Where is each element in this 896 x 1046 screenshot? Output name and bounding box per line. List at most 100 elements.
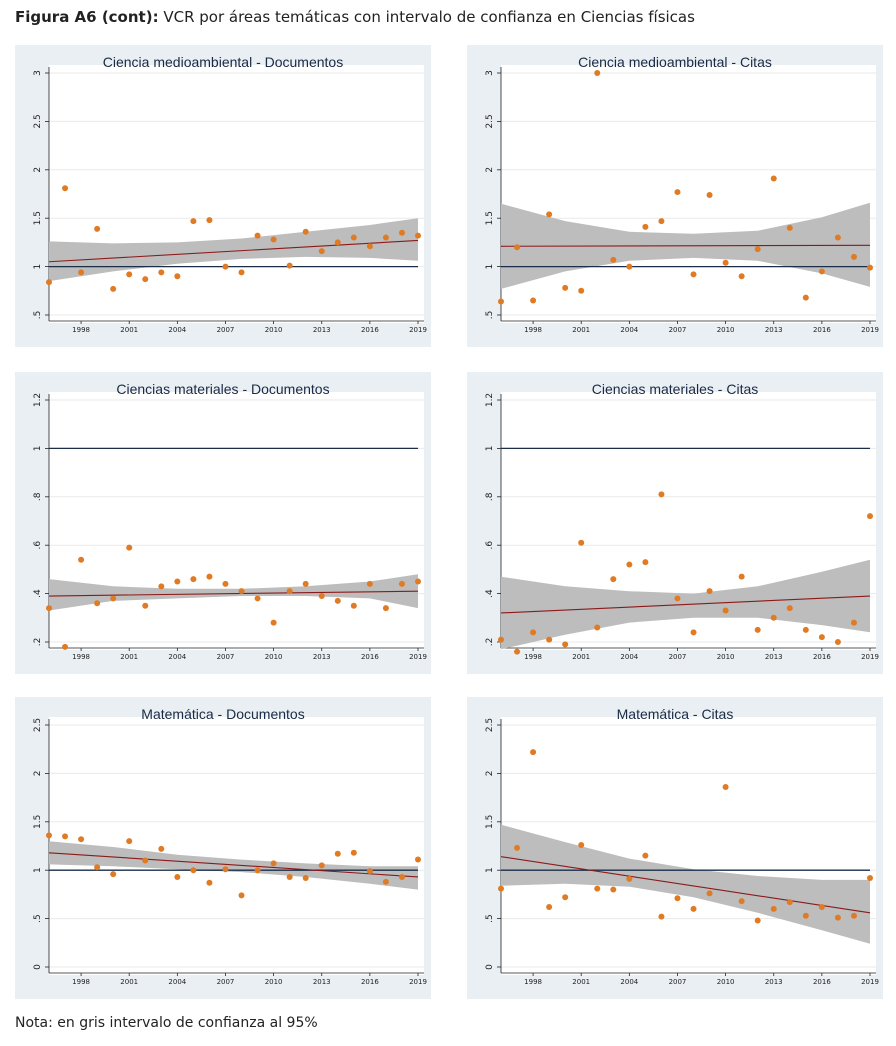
data-point — [110, 285, 117, 292]
data-point — [834, 639, 841, 645]
data-point — [78, 556, 85, 563]
x-tick-label: 2016 — [361, 653, 379, 661]
y-tick-label: 1.5 — [485, 211, 495, 225]
x-tick-label: 2001 — [572, 978, 590, 986]
data-point — [318, 248, 325, 255]
data-point — [238, 269, 245, 276]
data-point — [674, 595, 681, 602]
data-point — [254, 232, 261, 239]
chart-title: Ciencia medioambiental - Citas — [578, 54, 772, 70]
data-point — [270, 236, 277, 243]
data-point — [818, 268, 825, 275]
data-point — [546, 636, 553, 643]
y-tick-label: 1.2 — [33, 393, 43, 407]
data-point — [706, 890, 713, 897]
y-tick-label: 1.5 — [33, 211, 43, 225]
data-point — [610, 576, 617, 583]
data-point — [818, 903, 825, 910]
data-point — [546, 211, 553, 218]
data-point — [738, 273, 745, 280]
data-point — [126, 838, 133, 845]
data-point — [562, 641, 569, 648]
data-point — [754, 246, 761, 253]
y-tick-label: .5 — [485, 914, 495, 923]
y-tick-label: 1 — [33, 867, 43, 873]
data-point — [867, 874, 873, 881]
y-tick-label: 2 — [33, 167, 43, 173]
data-point — [254, 867, 261, 874]
trend-line — [500, 595, 871, 614]
x-tick-label: 2010 — [717, 978, 735, 986]
data-point — [514, 244, 521, 251]
data-point — [867, 264, 873, 271]
x-tick-label: 2004 — [620, 326, 638, 334]
plot-area — [501, 65, 876, 323]
data-point — [562, 894, 569, 901]
chart-title: Matemática - Citas — [617, 706, 734, 722]
y-tick-label: 3 — [33, 70, 43, 76]
data-point — [398, 873, 405, 880]
trend-line — [48, 852, 419, 878]
data-point — [110, 595, 117, 602]
data-point — [658, 913, 665, 920]
data-point — [286, 262, 293, 269]
confidence-band — [49, 574, 418, 611]
data-point — [334, 597, 341, 604]
y-tick-label: .5 — [33, 914, 43, 923]
data-point — [594, 885, 601, 892]
x-tick-label: 1998 — [524, 978, 542, 986]
x-tick-label: 1998 — [72, 326, 90, 334]
x-tick-label: 2019 — [861, 978, 879, 986]
data-point — [642, 223, 649, 230]
data-point — [498, 885, 504, 892]
data-point — [62, 185, 69, 192]
y-tick-label: 1.5 — [33, 815, 43, 829]
x-tick-label: 2004 — [168, 978, 186, 986]
y-tick-label: 2.5 — [485, 114, 495, 128]
x-tick-label: 2016 — [361, 326, 379, 334]
data-point — [78, 836, 85, 843]
x-tick-label: 2013 — [765, 653, 783, 661]
confidence-band — [49, 218, 418, 282]
chart-env-docs: Ciencia medioambiental - Documentos .5 1 1.… — [15, 45, 431, 347]
data-point — [867, 513, 873, 520]
data-point — [642, 852, 649, 859]
data-point — [658, 491, 665, 498]
data-point — [802, 912, 809, 919]
y-tick-label: 2 — [485, 167, 495, 173]
y-tick-label: 1.5 — [485, 815, 495, 829]
data-point — [674, 895, 681, 902]
data-point — [850, 619, 857, 626]
y-tick-label: 1 — [485, 264, 495, 270]
y-tick-label: 2.5 — [33, 718, 43, 732]
data-point — [722, 259, 729, 266]
x-tick-label: 2010 — [717, 326, 735, 334]
data-point — [270, 619, 277, 626]
plot-area — [49, 65, 424, 323]
chart-panel-math-docs: Matemática - Documentos 0 .5 1 1.5 2 2.5 1998 20… — [15, 697, 431, 999]
chart-materials-cites: Ciencias materiales - Citas .2 .4 .6 .8 1 1.2 1… — [467, 372, 883, 674]
data-point — [786, 224, 793, 231]
y-tick-label: 2 — [33, 771, 43, 777]
x-tick-label: 2004 — [168, 326, 186, 334]
data-point — [158, 269, 165, 276]
y-tick-label: .2 — [485, 638, 495, 647]
x-tick-label: 2016 — [813, 653, 831, 661]
data-point — [722, 607, 729, 614]
chart-panel-mat-docs: Ciencias materiales - Documentos .2 .4 .6 .8… — [15, 372, 431, 674]
data-point — [206, 573, 213, 580]
data-point — [770, 614, 777, 621]
data-point — [818, 634, 825, 641]
data-point — [754, 917, 761, 924]
data-point — [594, 624, 601, 631]
data-point — [398, 580, 405, 587]
y-tick-label: .8 — [485, 492, 495, 501]
data-point — [286, 873, 293, 880]
data-point — [850, 912, 857, 919]
y-tick-label: 2 — [485, 771, 495, 777]
x-tick-label: 2019 — [409, 326, 427, 334]
data-point — [158, 845, 165, 852]
x-tick-label: 2007 — [669, 326, 687, 334]
figure-note: Nota: en gris intervalo de confianza al … — [15, 1015, 318, 1031]
y-tick-label: .5 — [485, 311, 495, 320]
